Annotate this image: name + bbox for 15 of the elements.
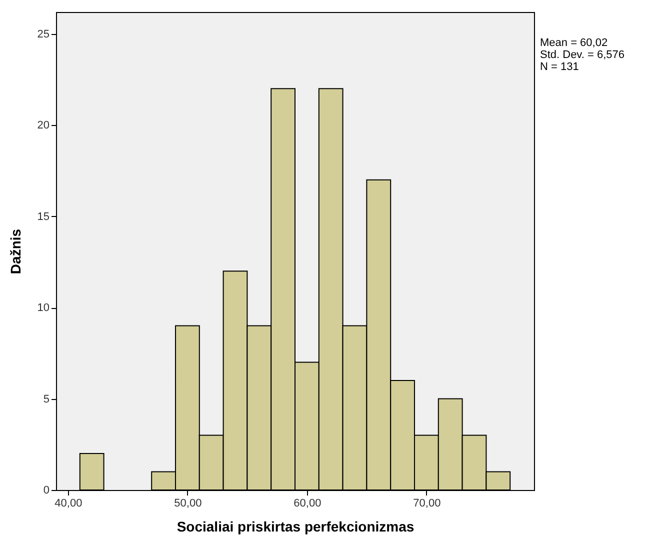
x-tick-label: 70,00 [413,498,441,510]
y-tick-label: 10 [37,302,50,314]
x-axis-title: Socialiai priskirtas perfekcionizmas [176,518,414,534]
text: Std. Dev. = 6,576 [540,49,624,61]
text: Mean = 60,02 [540,37,608,49]
text: N = 131 [540,61,579,73]
x-tick-label: 40,00 [54,498,82,510]
y-tick-label: 15 [37,210,50,223]
y-tick-label: 5 [43,393,50,406]
x-tick-label: 60,00 [294,498,322,510]
x-tick-label: 50,00 [174,498,202,510]
y-tick-label: 25 [37,28,50,40]
y-tick-label: 20 [37,120,50,132]
y-axis-title: Dažnis [7,228,24,274]
y-tick-label: 0 [43,484,50,496]
